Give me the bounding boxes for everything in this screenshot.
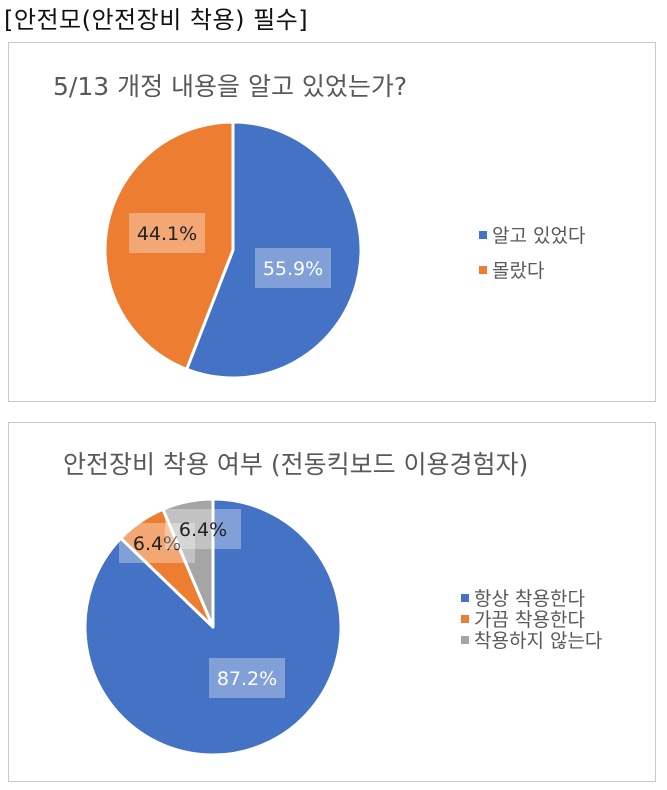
data-label-text: 44.1% bbox=[137, 223, 197, 245]
data-label-text: 87.2% bbox=[217, 668, 277, 690]
legend-swatch bbox=[461, 593, 469, 602]
pie-slice bbox=[161, 497, 215, 629]
data-label: 6.4% bbox=[119, 523, 195, 563]
legend-label: 몰랐다 bbox=[492, 260, 545, 282]
data-label: 44.1% bbox=[129, 213, 205, 253]
legend-swatch bbox=[461, 635, 469, 644]
legend-label: 알고 있었다 bbox=[492, 225, 586, 247]
legend-label: 항상 착용한다 bbox=[474, 588, 585, 610]
pie-chart-awareness: 55.9% 44.1% bbox=[103, 120, 363, 380]
legend-swatch bbox=[479, 265, 487, 274]
legend-item: 가끔 착용한다 bbox=[461, 608, 602, 631]
chart-title: 5/13 개정 내용을 알고 있었는가? bbox=[53, 72, 408, 101]
legend-label: 착용하지 않는다 bbox=[474, 630, 603, 652]
data-label: 55.9% bbox=[255, 248, 331, 288]
chart-panel-safety-gear: 안전장비 착용 여부 (전동킥보드 이용경험자) 87.2% 6.4% 6.4% 항… bbox=[8, 422, 656, 782]
pie-chart-safety-gear: 87.2% 6.4%6.4% bbox=[83, 497, 343, 757]
legend-item: 몰랐다 bbox=[479, 252, 585, 287]
legend-label: 가끔 착용한다 bbox=[474, 609, 585, 631]
data-label: 6.4% bbox=[165, 509, 241, 549]
data-label-text: 55.9% bbox=[263, 258, 323, 280]
legend-swatch bbox=[461, 614, 469, 623]
page-title: [안전모(안전장비 착용) 필수] bbox=[4, 6, 309, 34]
legend: 항상 착용한다 가끔 착용한다 착용하지 않는다 bbox=[461, 587, 603, 652]
pie-slice bbox=[103, 120, 235, 371]
data-label-text: 6.4% bbox=[133, 533, 181, 555]
chart-title: 안전장비 착용 여부 (전동킥보드 이용경험자) bbox=[63, 450, 529, 479]
legend-item: 착용하지 않는다 bbox=[461, 629, 603, 652]
legend-item: 알고 있었다 bbox=[479, 217, 585, 252]
data-label-text: 6.4% bbox=[179, 519, 227, 541]
legend-item: 항상 착용한다 bbox=[461, 587, 602, 610]
data-label: 87.2% bbox=[209, 658, 285, 698]
legend-swatch bbox=[479, 230, 487, 239]
pie-slice bbox=[185, 120, 363, 380]
